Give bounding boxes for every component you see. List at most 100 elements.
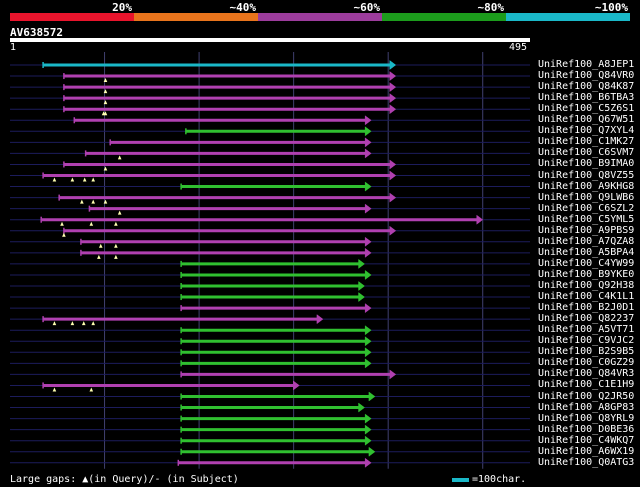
gap-triangle — [117, 210, 122, 215]
hit-name[interactable]: UniRef100_C9VJC2 — [538, 335, 635, 347]
hit-arrow — [389, 82, 397, 93]
hit-name[interactable]: UniRef100_C1MK27 — [538, 136, 635, 148]
hit-name[interactable]: UniRef100_Q84VR3 — [538, 368, 635, 380]
gap-triangle — [103, 89, 108, 94]
hit-name[interactable]: UniRef100_C6SVM7 — [538, 147, 635, 159]
gap-triangle — [103, 199, 108, 204]
hit-arrow — [364, 137, 372, 148]
query-start: 1 — [10, 42, 17, 53]
gap-triangle — [52, 321, 57, 326]
query-end: 495 — [509, 42, 528, 53]
hit-name[interactable]: UniRef100_C6SZL2 — [538, 202, 635, 214]
hit-name[interactable]: UniRef100_B6TBA3 — [538, 92, 635, 104]
hit-name[interactable]: UniRef100_Q0ATG3 — [538, 456, 635, 468]
hit-name[interactable]: UniRef100_Q8VZ55 — [538, 169, 635, 181]
hit-arrow — [358, 402, 365, 413]
gap-triangle — [60, 221, 64, 226]
hit-name[interactable]: UniRef100_D0BE36 — [538, 423, 635, 435]
gap-triangle — [103, 166, 108, 171]
hit-arrow — [389, 170, 397, 181]
hit-name[interactable]: UniRef100_C1E1H9 — [538, 379, 635, 391]
hit-name[interactable]: UniRef100_C5YML5 — [538, 213, 635, 225]
hit-name[interactable]: UniRef100_B2J0D1 — [538, 302, 635, 314]
hit-arrow — [364, 247, 372, 258]
gap-triangle — [103, 100, 108, 105]
scale-label: ~100% — [594, 1, 628, 14]
hit-name[interactable]: UniRef100_Q84VR0 — [538, 70, 635, 82]
hit-name[interactable]: UniRef100_C4K1L1 — [538, 291, 635, 303]
gap-triangle — [97, 254, 101, 259]
gap-triangle — [81, 321, 86, 326]
legend-scale-bar — [452, 478, 469, 482]
hit-name[interactable]: UniRef100_Q7XYL4 — [538, 125, 635, 137]
hit-name[interactable]: UniRef100_Q9LWB6 — [538, 191, 635, 203]
gap-triangle — [89, 387, 94, 392]
gap-triangle — [52, 177, 57, 182]
query-bar — [10, 38, 530, 42]
hit-name[interactable]: UniRef100_Q2JR50 — [538, 390, 635, 402]
scale-segment — [506, 13, 630, 21]
hit-arrow — [368, 446, 376, 457]
hit-arrow — [364, 303, 372, 314]
hit-name[interactable]: UniRef100_C0GZ29 — [538, 357, 635, 369]
gap-triangle — [117, 155, 122, 160]
hit-name[interactable]: UniRef100_Q92H38 — [538, 280, 635, 291]
gap-triangle — [70, 177, 75, 182]
gap-triangle — [114, 243, 118, 248]
scale-segment — [134, 13, 258, 21]
hit-arrow — [364, 115, 372, 126]
hit-arrow — [364, 236, 372, 247]
hit-arrow — [364, 457, 372, 468]
hit-name[interactable]: UniRef100_A5BPA4 — [538, 246, 635, 258]
gap-triangle — [114, 221, 118, 226]
gap-triangle — [98, 243, 103, 248]
hit-arrow — [389, 192, 397, 203]
hit-name[interactable]: UniRef100_A5VT71 — [538, 324, 635, 336]
scale-label: ~80% — [477, 1, 505, 14]
hit-arrow — [389, 71, 397, 82]
hit-name[interactable]: UniRef100_Q67W51 — [538, 114, 635, 126]
hit-name[interactable]: UniRef100_A7QZA8 — [538, 235, 635, 247]
gap-triangle — [82, 177, 87, 182]
query-id: AV638572 — [10, 26, 63, 39]
hit-name[interactable]: UniRef100_A8JEP1 — [538, 59, 635, 70]
hit-arrow — [364, 181, 372, 192]
hit-arrow — [389, 104, 397, 115]
hit-name[interactable]: UniRef100_A9PBS9 — [538, 224, 635, 236]
hit-name[interactable]: UniRef100_A8GP83 — [538, 401, 635, 413]
scale-segment — [10, 13, 134, 21]
hit-name[interactable]: UniRef100_Q8YRL9 — [538, 412, 635, 424]
legend-scale-label: =100char. — [472, 474, 527, 485]
hit-arrow — [364, 126, 372, 137]
hit-name[interactable]: UniRef100_Q84K87 — [538, 81, 635, 93]
hit-name[interactable]: UniRef100_A6WX19 — [538, 445, 635, 457]
hit-arrow — [358, 292, 365, 303]
gap-triangle — [62, 232, 66, 237]
hit-arrow — [358, 281, 365, 291]
hit-name[interactable]: UniRef100_B9IMA0 — [538, 158, 635, 170]
gap-triangle — [89, 221, 94, 226]
hit-arrow — [389, 225, 397, 236]
scale-label: ~60% — [353, 1, 381, 14]
hit-arrow — [389, 60, 397, 70]
hit-name[interactable]: UniRef100_B2S9B5 — [538, 346, 635, 358]
gap-triangle — [80, 199, 84, 204]
gap-triangle — [70, 321, 75, 326]
hit-arrow — [364, 148, 372, 159]
hit-arrow — [476, 214, 484, 225]
hit-name[interactable]: UniRef100_C4WKQ7 — [538, 434, 635, 446]
hit-arrow — [364, 269, 372, 280]
hit-arrow — [358, 258, 365, 269]
hit-name[interactable]: UniRef100_C5Z6S1 — [538, 103, 635, 115]
hit-arrow — [316, 314, 324, 325]
hit-arrow — [364, 413, 372, 424]
hit-arrow — [364, 424, 372, 435]
hit-arrow — [389, 369, 397, 380]
hit-name[interactable]: UniRef100_Q82237 — [538, 313, 635, 325]
hit-name[interactable]: UniRef100_C4YW99 — [538, 257, 635, 269]
scale-segment — [382, 13, 506, 21]
hit-name[interactable]: UniRef100_B9YKE0 — [538, 268, 635, 280]
gap-triangle — [52, 387, 57, 392]
hit-name[interactable]: UniRef100_A9KHG8 — [538, 180, 635, 192]
